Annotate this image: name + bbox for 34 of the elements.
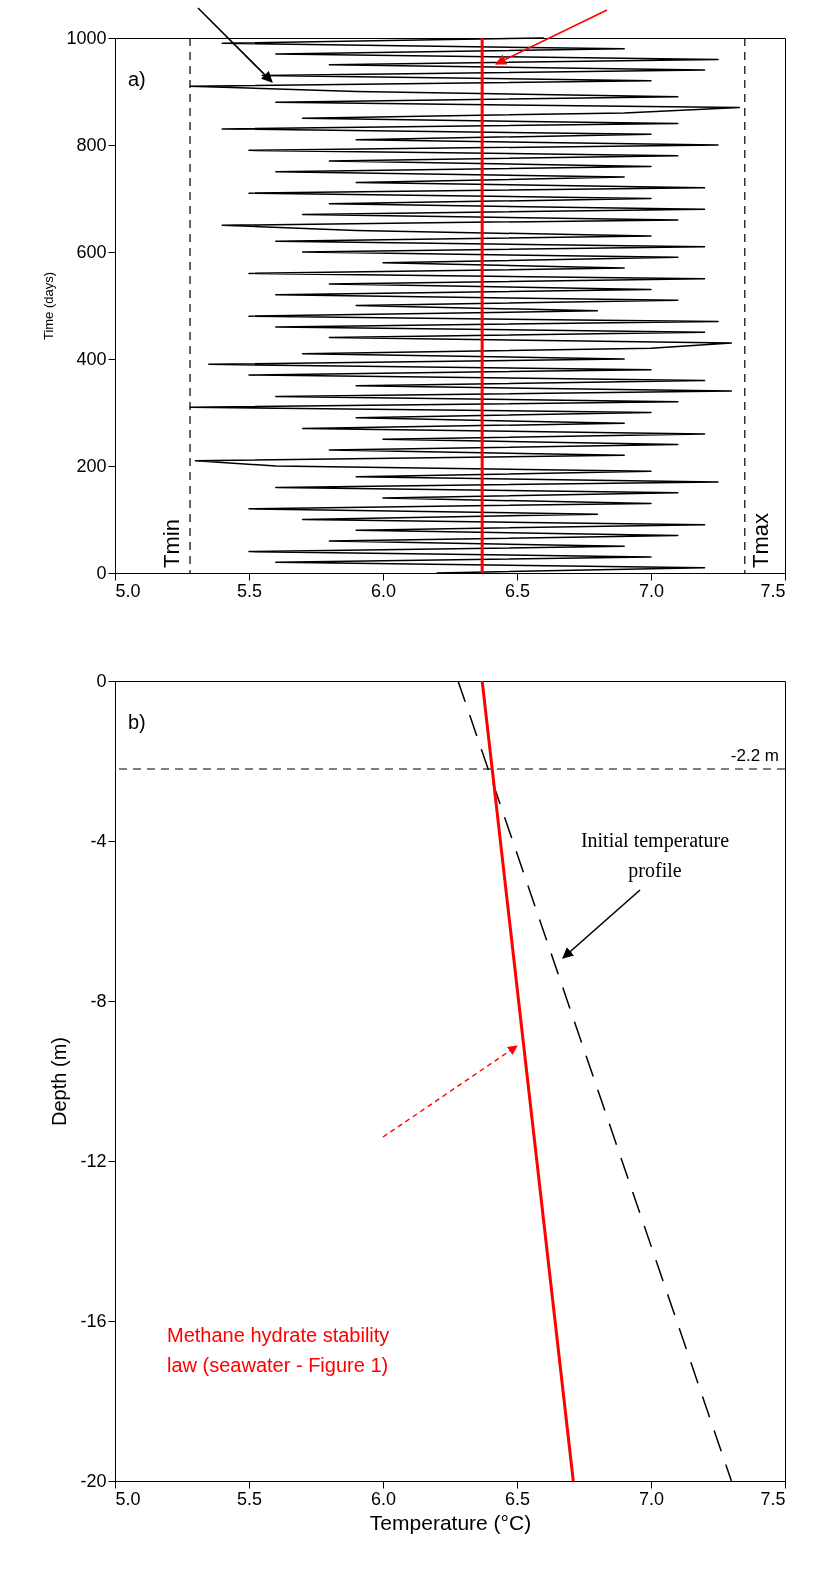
x-tick-label: 5.0 — [115, 580, 141, 601]
y-tick-label: 200 — [76, 455, 107, 476]
annotation: b) — [128, 711, 146, 733]
y-tick-label: -8 — [90, 990, 107, 1011]
x-tick-label: 7.0 — [638, 1488, 665, 1509]
y-tick-label: 400 — [76, 348, 107, 369]
annotation: Methane hydrate stability law (seawater - Figure 1) — [167, 1324, 390, 1376]
y-tick-label: -16 — [80, 1310, 107, 1331]
x-axis-title: Temperature (°C) — [369, 1510, 532, 1534]
y-tick-label: 1000 — [66, 27, 107, 48]
y-tick-label: 0 — [96, 670, 107, 691]
x-tick-label: 6.5 — [504, 580, 531, 601]
y-tick-label: 800 — [76, 134, 107, 155]
x-tick-label: 6.0 — [370, 580, 397, 601]
y-tick-label: -12 — [80, 1150, 107, 1171]
y-tick-label: 600 — [76, 241, 107, 262]
x-tick-label: 5.0 — [115, 1488, 141, 1509]
x-tick-label: 7.5 — [760, 1488, 786, 1509]
x-tick-label: 5.5 — [236, 580, 263, 601]
y-tick-label: 0 — [96, 562, 107, 583]
x-tick-label: 7.5 — [760, 580, 786, 601]
annotation: Initial temperature profile — [580, 829, 730, 882]
ref-line-label: Tmin — [159, 519, 185, 568]
y-tick-label: -4 — [90, 830, 107, 851]
y-axis-title: Time (days) — [41, 271, 57, 341]
x-tick-label: 5.5 — [236, 1488, 263, 1509]
x-tick-label: 7.0 — [638, 580, 665, 601]
x-tick-label: 6.0 — [370, 1488, 397, 1509]
x-tick-label: 6.5 — [504, 1488, 531, 1509]
y-tick-label: -20 — [80, 1470, 107, 1491]
annotation: a) — [128, 68, 146, 90]
ref-line-label: Tmax — [747, 513, 773, 568]
ref-line-label: -2.2 m — [730, 746, 779, 765]
y-axis-title: Depth (m) — [48, 1037, 71, 1126]
